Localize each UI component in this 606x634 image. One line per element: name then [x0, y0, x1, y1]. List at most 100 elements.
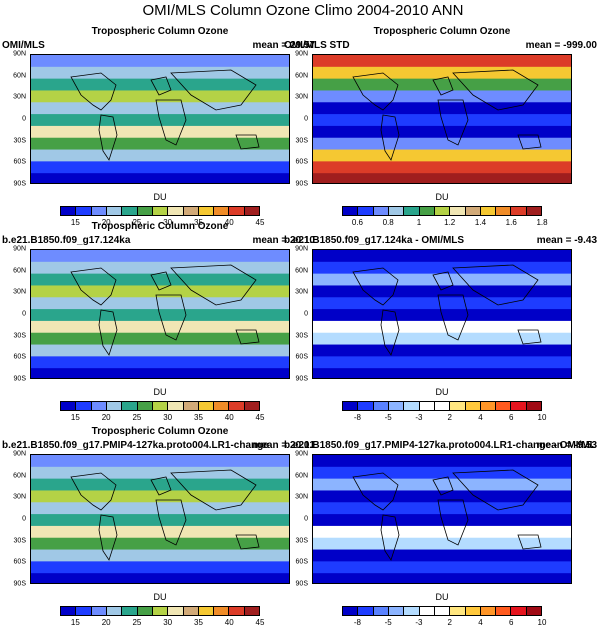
lat-tick-label: 60N — [13, 267, 26, 275]
field-band — [313, 102, 571, 115]
ozone-field-map — [313, 55, 571, 183]
coastline — [235, 329, 260, 345]
field-band — [313, 368, 571, 378]
colorbar-swatch — [61, 207, 77, 215]
field-band — [313, 137, 571, 151]
colorbar-swatch — [373, 207, 389, 215]
colorbar-swatch — [137, 402, 153, 410]
field-band — [313, 573, 571, 583]
panel-mean-label: mean = 20.01 — [252, 440, 315, 451]
colorbar-tick-label: -3 — [415, 413, 423, 422]
colorbar-swatch — [404, 207, 420, 215]
colorbar-swatch — [183, 607, 199, 615]
colorbar-ticks: 15 20 25 30 35 40 45 — [60, 413, 265, 423]
colorbar-swatch — [137, 607, 153, 615]
coastline — [452, 69, 539, 111]
colorbar-swatch — [404, 607, 420, 615]
panel-mean-label: mean = -999.00 — [525, 40, 597, 51]
lat-tick-label: 30S — [13, 332, 26, 340]
colorbar-swatch — [198, 607, 215, 615]
ozone-field-map — [313, 250, 571, 378]
colorbar — [60, 401, 260, 411]
colorbar — [342, 401, 542, 411]
field-band — [313, 309, 571, 322]
lat-tick-label: 60N — [295, 72, 308, 80]
panel-case-label: b.e21.B1850.f09_g17.PMIP4-127ka.proto004… — [2, 440, 269, 451]
colorbar-swatch — [434, 207, 451, 215]
panel-subtitle: Tropospheric Column Ozone — [91, 426, 229, 437]
lat-tick-label: 30N — [13, 93, 26, 101]
coastline — [452, 264, 539, 306]
lat-tick-label: 90S — [295, 375, 308, 383]
coastline — [432, 271, 454, 291]
colorbar-swatch — [214, 207, 230, 215]
field-band — [313, 161, 571, 174]
colorbar-swatch — [244, 207, 260, 215]
colorbar-units: DU — [435, 192, 449, 202]
coastline — [98, 114, 118, 161]
coastline — [70, 472, 117, 511]
field-band — [31, 344, 289, 357]
colorbar-units: DU — [153, 387, 167, 397]
colorbar-swatch — [480, 607, 497, 615]
field-band — [31, 455, 289, 468]
field-band — [31, 114, 289, 127]
latitude-axis: 90N 60N 30N 0 30S 60S 90S — [290, 51, 308, 188]
colorbar-tick-label: 10 — [537, 413, 547, 422]
colorbar-swatch — [91, 402, 107, 410]
coastline — [437, 499, 469, 546]
colorbar-tick-label: 35 — [194, 218, 203, 227]
lat-tick-label: 0 — [22, 310, 26, 318]
colorbar-tick-label: 4 — [478, 618, 483, 627]
latitude-axis: 90N 60N 30N 0 30S 60S 90S — [8, 451, 26, 588]
colorbar-tick-label: 15 — [70, 618, 80, 627]
lat-tick-label: 90N — [13, 50, 26, 58]
lat-tick-label: 0 — [304, 515, 308, 523]
lat-tick-label: 60S — [13, 558, 26, 566]
field-band — [31, 368, 289, 378]
colorbar-swatch — [434, 402, 451, 410]
field-band — [313, 525, 571, 539]
colorbar-swatch — [122, 607, 138, 615]
colorbar-swatch — [183, 402, 199, 410]
colorbar-swatch — [91, 207, 107, 215]
colorbar-tick-label: 1.8 — [536, 218, 548, 227]
colorbar-tick-label: 25 — [132, 618, 142, 627]
colorbar-tick-label: 20 — [101, 618, 111, 627]
colorbar — [342, 206, 542, 216]
colorbar-swatch — [229, 607, 245, 615]
colorbar-tick-label: 4 — [478, 413, 483, 422]
colorbar-swatch — [183, 207, 199, 215]
field-band — [313, 261, 571, 275]
colorbar-tick-label: 1.2 — [444, 218, 456, 227]
colorbar-swatch — [168, 402, 184, 410]
field-band — [313, 250, 571, 263]
field-band — [313, 173, 571, 183]
lat-tick-label: 60S — [295, 158, 308, 166]
field-band — [313, 344, 571, 357]
colorbar-tick-label: 45 — [255, 218, 265, 227]
colorbar-ticks: 15 20 25 30 35 40 45 — [60, 218, 265, 228]
colorbar-swatch — [526, 207, 542, 215]
colorbar-swatch — [122, 207, 138, 215]
colorbar-swatch — [168, 207, 184, 215]
colorbar-swatch — [76, 402, 92, 410]
lat-tick-label: 30N — [13, 288, 26, 296]
colorbar-swatch — [480, 207, 497, 215]
latitude-axis: 90N 60N 30N 0 30S 60S 90S — [290, 451, 308, 588]
lat-tick-label: 30N — [295, 288, 308, 296]
panel-subtitle: Tropospheric Column Ozone — [91, 221, 229, 232]
field-band — [313, 125, 571, 139]
coastline — [235, 534, 260, 550]
coastline — [352, 72, 399, 111]
latitude-axis: 90N 60N 30N 0 30S 60S 90S — [8, 246, 26, 383]
field-band — [31, 332, 289, 346]
colorbar-tick-label: 2 — [447, 618, 452, 627]
colorbar-tick-label: -8 — [353, 413, 361, 422]
field-band — [31, 309, 289, 322]
lat-tick-label: 30N — [13, 493, 26, 501]
colorbar-swatch — [343, 607, 359, 615]
field-band — [313, 490, 571, 503]
colorbar-units: DU — [153, 592, 167, 602]
colorbar-units: DU — [153, 192, 167, 202]
